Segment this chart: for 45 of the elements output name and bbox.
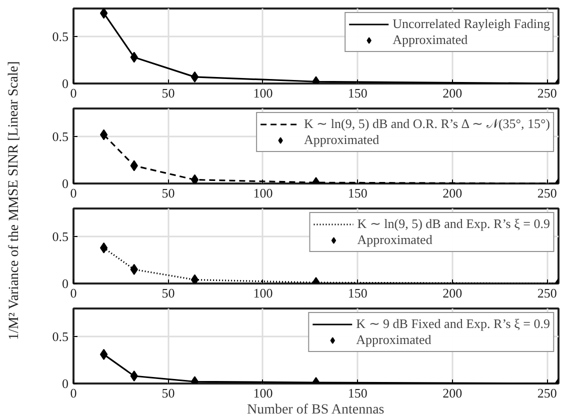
- y-tick-label: 0.5: [52, 29, 68, 44]
- y-tick-label: 0.5: [52, 229, 68, 244]
- point: [100, 8, 108, 19]
- x-tick-label: 250: [537, 86, 557, 100]
- legend-label: K ∼ ln(9, 5) dB and O.R. R’s Δ ∼ 𝒩(35°, 15°): [304, 116, 550, 132]
- point: [100, 129, 108, 140]
- x-tick-label: 200: [442, 286, 462, 300]
- legend-label: K ∼ 9 dB Fixed and Exp. R’s ξ = 0.9: [356, 316, 550, 332]
- x-tick-label: 250: [537, 386, 557, 400]
- point: [190, 71, 199, 82]
- x-tick-label: 200: [442, 186, 462, 200]
- y-tick-label: 0: [62, 176, 68, 191]
- x-tick-label: 100: [253, 86, 273, 100]
- x-tick-label: 150: [348, 286, 368, 300]
- x-tick-label: 150: [348, 186, 368, 200]
- legend-label: K ∼ ln(9, 5) dB and Exp. R’s ξ = 0.9: [357, 216, 550, 232]
- x-axis-title: Number of BS Antennas: [246, 402, 384, 418]
- y-axis-title: 1/M² Variance of the MMSE SINR [Linear Scale]: [6, 61, 22, 340]
- legend-label: Approximated: [392, 32, 468, 48]
- legend-label: Approximated: [304, 132, 380, 148]
- x-tick-label: 250: [537, 186, 557, 200]
- point: [190, 274, 199, 284]
- x-tick-label: 150: [348, 86, 368, 100]
- x-tick-label: 100: [253, 386, 273, 400]
- x-tick-label: 100: [253, 186, 273, 200]
- y-tick-label: 0.5: [52, 329, 68, 344]
- x-tick-label: 100: [253, 286, 273, 300]
- y-tick-label: 0: [62, 276, 68, 291]
- x-tick-label: 250: [537, 286, 557, 300]
- x-tick-label: 50: [162, 286, 175, 300]
- x-tick-label: 200: [442, 86, 462, 100]
- legend-label: Approximated: [357, 232, 432, 248]
- x-tick-label: 50: [162, 186, 175, 200]
- y-tick-label: 0.5: [52, 129, 68, 144]
- x-tick-label: 150: [348, 386, 368, 400]
- x-tick-label: 200: [442, 386, 462, 400]
- x-tick-label: 50: [162, 386, 175, 400]
- point: [100, 348, 108, 360]
- x-tick-label: 50: [162, 86, 175, 100]
- y-tick-label: 0: [62, 376, 68, 391]
- point: [190, 174, 199, 184]
- point: [100, 242, 108, 254]
- legend-label: Approximated: [356, 332, 432, 348]
- y-tick-label: 0: [62, 76, 68, 91]
- legend-label: Uncorrelated Rayleigh Fading: [392, 16, 550, 32]
